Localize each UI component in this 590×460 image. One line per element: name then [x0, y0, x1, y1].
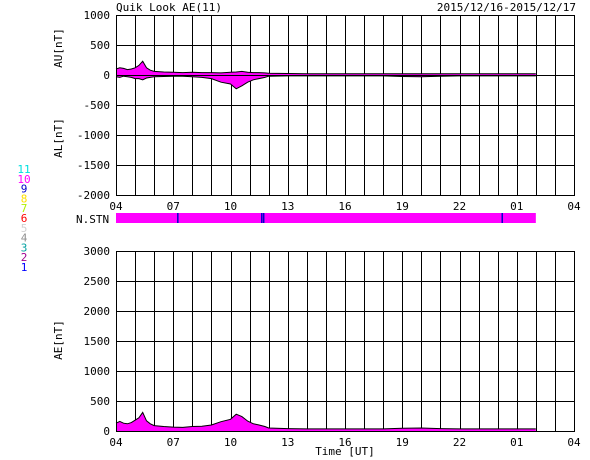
y-tick-label: 500 — [90, 39, 110, 52]
legend-entry: 4 — [21, 232, 28, 245]
au-al-panel: 1000 500 0 -500 -1000 -1500 -2000 04 07 10 13 16 19… — [52, 9, 581, 213]
ae-frame — [116, 251, 575, 432]
y-tick-label: 1000 — [84, 365, 111, 378]
y-tick-label: -1500 — [77, 159, 110, 172]
au-area — [116, 61, 536, 75]
al-axis-label: AL[nT] — [52, 118, 65, 158]
x-tick-label: 01 — [510, 436, 523, 449]
ae-trace — [115, 411, 536, 430]
nstn-bar — [116, 213, 536, 223]
ae-area — [116, 412, 536, 431]
x-tick-label: 16 — [338, 200, 351, 213]
nstn-marker — [261, 213, 263, 223]
x-tick-label: 13 — [281, 200, 294, 213]
nstn-marker — [262, 213, 265, 223]
legend-entry: 2 — [21, 251, 28, 264]
au-axis-label: AU[nT] — [52, 28, 65, 68]
au-al-frame — [116, 15, 575, 196]
y-tick-label: 2500 — [84, 275, 111, 288]
nstn-marker — [501, 213, 503, 223]
y-tick-label: 0 — [103, 69, 110, 82]
ae-fill — [116, 412, 536, 431]
x-tick-label: 19 — [396, 200, 409, 213]
x-tick-label: 10 — [224, 436, 237, 449]
x-axis-label: Time [UT] — [315, 445, 375, 458]
y-tick-label: -1000 — [77, 129, 110, 142]
y-tick-label: 500 — [90, 395, 110, 408]
legend-entry: 7 — [21, 202, 28, 215]
x-tick-label: 19 — [396, 436, 409, 449]
x-tick-label: 04 — [567, 436, 581, 449]
au-al-fill — [116, 61, 536, 89]
x-tick-label: 04 — [567, 200, 581, 213]
y-tick-label: 2000 — [84, 305, 111, 318]
ae-axis-label: AE[nT] — [52, 320, 65, 360]
y-tick-label: 1500 — [84, 335, 111, 348]
legend-entry: 9 — [21, 183, 28, 196]
x-tick-label: 01 — [510, 200, 523, 213]
al-line — [115, 75, 536, 90]
legend-entry: 8 — [21, 192, 28, 205]
al-area — [116, 75, 536, 89]
au-al-yticks: 1000 500 0 -500 -1000 -1500 -2000 — [77, 9, 110, 202]
au-al-trace — [115, 60, 574, 90]
nstn-label: N.STN — [76, 213, 109, 226]
nstn-bar-panel: N.STN — [76, 213, 536, 226]
y-tick-label: 1000 — [84, 9, 111, 22]
legend-entry: 3 — [21, 241, 28, 254]
date-range: 2015/12/16-2015/12/17 — [437, 1, 576, 14]
y-tick-label: -2000 — [77, 189, 110, 202]
ae-xticks: 04 07 10 13 16 19 22 01 04 — [109, 436, 581, 449]
x-tick-label: 10 — [224, 200, 237, 213]
x-tick-label: 16 — [338, 436, 351, 449]
au-line — [115, 60, 536, 75]
au-al-xticks: 04 07 10 13 16 19 22 01 04 — [109, 200, 581, 213]
legend-entry: 5 — [21, 222, 28, 235]
x-tick-label: 22 — [453, 436, 466, 449]
ae-yticks: 3000 2500 2000 1500 1000 500 0 — [84, 245, 111, 438]
y-tick-label: 3000 — [84, 245, 111, 258]
x-tick-label: 07 — [167, 436, 180, 449]
x-tick-label: 07 — [167, 200, 180, 213]
x-tick-label: 22 — [453, 200, 466, 213]
y-tick-label: 0 — [103, 425, 110, 438]
x-tick-label: 13 — [281, 436, 294, 449]
legend-entry: 10 — [17, 173, 30, 186]
nstn-markers — [177, 213, 503, 223]
ae-grid — [116, 251, 574, 432]
legend-entry: 11 — [17, 163, 30, 176]
x-tick-label: 04 — [109, 200, 123, 213]
nstn-marker — [177, 213, 179, 223]
au-al-grid — [116, 15, 574, 196]
legend-entry: 6 — [21, 212, 28, 225]
y-tick-label: -500 — [84, 99, 111, 112]
legend-entry: 1 — [21, 261, 28, 274]
x-tick-label: 04 — [109, 436, 123, 449]
ae-line — [115, 411, 536, 430]
chart-title: Quik Look AE(11) — [116, 1, 222, 14]
